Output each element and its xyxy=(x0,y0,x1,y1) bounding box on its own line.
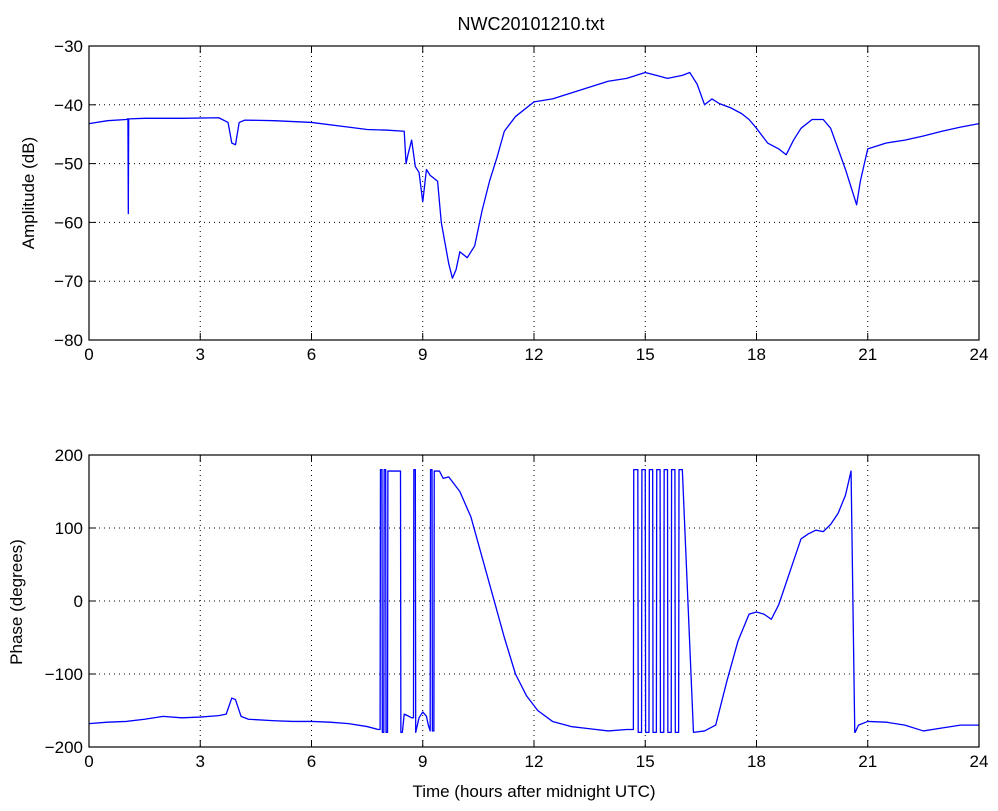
phase-x-tick-label: 9 xyxy=(418,752,427,771)
amplitude-y-tick-label: −60 xyxy=(54,213,83,232)
phase-x-tick-label: 12 xyxy=(525,752,544,771)
phase-x-tick-label: 3 xyxy=(196,752,205,771)
phase-y-tick-label: 100 xyxy=(55,519,83,538)
amplitude-x-tick-label: 18 xyxy=(747,345,766,364)
phase-y-tick-label: −100 xyxy=(45,665,83,684)
amplitude-x-tick-label: 24 xyxy=(970,345,989,364)
phase-y-tick-label: 0 xyxy=(74,592,83,611)
amplitude-series-line xyxy=(88,71,980,279)
phase-axes: Phase (degrees) Time (hours after midnig… xyxy=(7,446,988,801)
amplitude-axes: Amplitude (dB) 0 3 6 9 12 15 18 21 24 −80 −70 −60 −5… xyxy=(19,37,988,364)
amplitude-y-tick-label: −80 xyxy=(54,331,83,350)
phase-x-tick-label: 18 xyxy=(747,752,766,771)
amplitude-y-tick-label: −40 xyxy=(54,96,83,115)
amplitude-x-tick-label: 6 xyxy=(307,345,316,364)
chart-title: NWC20101210.txt xyxy=(457,14,604,34)
amplitude-x-tick-label: 0 xyxy=(84,345,93,364)
phase-series-line xyxy=(88,468,979,734)
amplitude-x-tick-label: 15 xyxy=(636,345,655,364)
amplitude-y-tick-label: −50 xyxy=(54,155,83,174)
amplitude-y-tick-label: −70 xyxy=(54,272,83,291)
amplitude-x-tick-label: 12 xyxy=(525,345,544,364)
phase-y-tick-label: −200 xyxy=(45,738,83,757)
phase-y-axis-label: Phase (degrees) xyxy=(7,539,26,665)
phase-x-axis-label: Time (hours after midnight UTC) xyxy=(412,782,655,801)
phase-x-tick-label: 6 xyxy=(307,752,316,771)
phase-x-tick-label: 24 xyxy=(970,752,989,771)
amplitude-x-tick-label: 3 xyxy=(196,345,205,364)
phase-y-tick-label: 200 xyxy=(55,446,83,465)
phase-x-tick-label: 21 xyxy=(858,752,877,771)
amplitude-x-tick-label: 9 xyxy=(418,345,427,364)
amplitude-x-tick-label: 21 xyxy=(858,345,877,364)
phase-x-tick-label: 15 xyxy=(636,752,655,771)
amplitude-y-axis-label: Amplitude (dB) xyxy=(19,137,38,249)
amplitude-plot-area xyxy=(89,46,979,340)
amplitude-y-tick-label: −30 xyxy=(54,37,83,56)
phase-x-tick-label: 0 xyxy=(84,752,93,771)
